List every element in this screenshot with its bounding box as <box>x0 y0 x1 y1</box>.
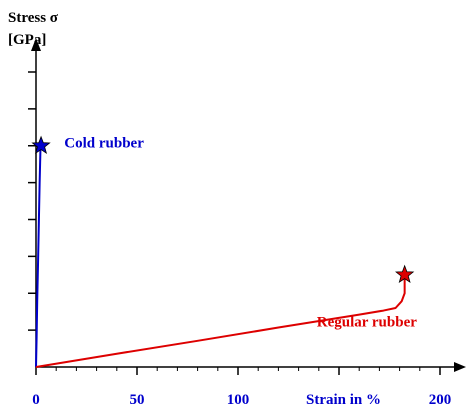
x-tick-label: 100 <box>227 392 250 408</box>
x-tick-label: 200 <box>429 392 452 408</box>
x-axis-label: Strain in % <box>306 392 381 408</box>
series-layer <box>31 135 415 368</box>
regular-rubber-annotation: Regular rubber <box>317 314 417 330</box>
y-axis-label-line2: [GPa] <box>8 32 46 48</box>
x-axis-arrow <box>454 362 466 372</box>
x-tick-label: 0 <box>32 392 40 408</box>
y-axis-label-line1: Stress σ <box>8 10 59 26</box>
x-tick-label: 50 <box>130 392 145 408</box>
labels-layer: Stress σ [GPa] Strain in % 0 50 100 200 Cold… <box>8 10 451 408</box>
axes <box>28 38 466 375</box>
cold-rubber-line <box>35 145 43 368</box>
cold-rubber-star-marker <box>31 135 51 154</box>
y-axis-arrow <box>31 38 41 51</box>
regular-rubber-line <box>35 274 406 368</box>
cold-rubber-annotation: Cold rubber <box>64 136 144 152</box>
regular-rubber-star-marker <box>395 264 415 284</box>
